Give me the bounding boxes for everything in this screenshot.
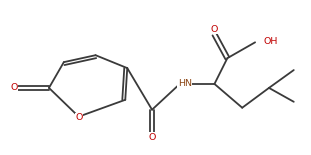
Text: O: O: [148, 133, 156, 142]
Text: O: O: [75, 113, 82, 122]
Text: O: O: [211, 25, 218, 34]
Text: HN: HN: [178, 80, 192, 89]
Text: OH: OH: [263, 37, 277, 46]
Text: O: O: [11, 83, 18, 92]
